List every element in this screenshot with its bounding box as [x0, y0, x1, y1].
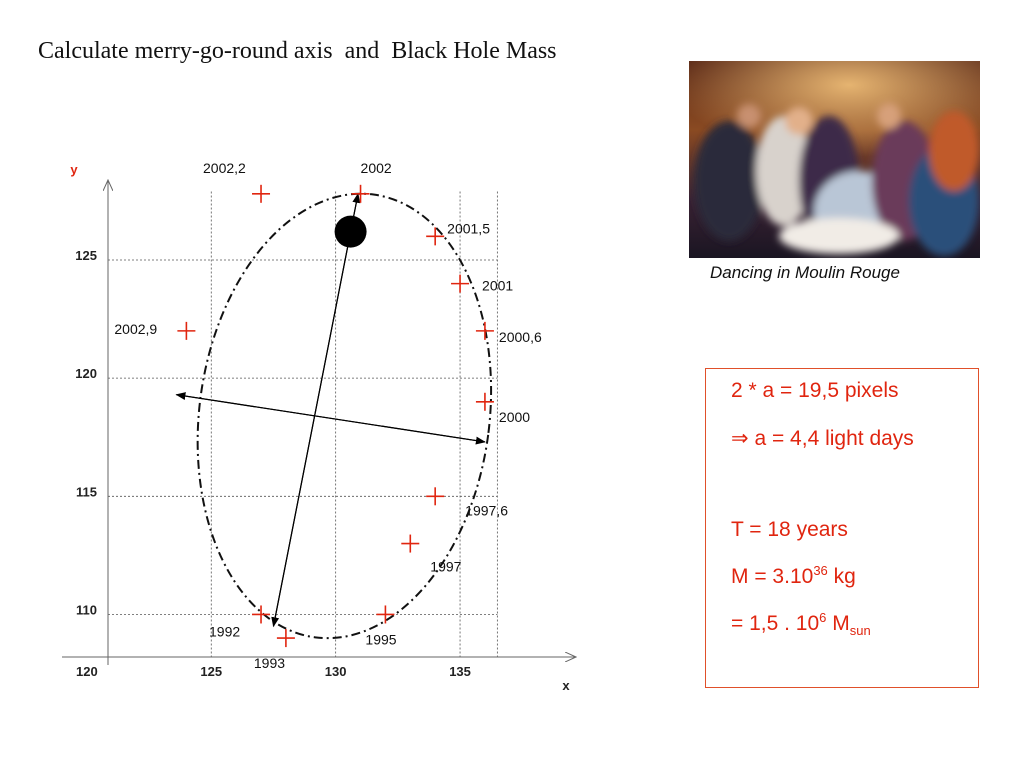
orbit-ellipse-group	[196, 192, 493, 640]
point-label: 1995	[365, 631, 396, 647]
data-point	[177, 321, 196, 340]
major-axis-arrow-down	[271, 193, 359, 628]
data-point	[451, 274, 470, 293]
point-label: 1992	[209, 623, 240, 639]
point-label: 2002,2	[203, 160, 246, 176]
moulin-rouge-photo	[689, 61, 980, 258]
tick-labels: 120 125 130 135 110 115 120 125 x y	[70, 162, 570, 693]
y-tick-label: 125	[75, 248, 97, 263]
point-label: 2001	[482, 278, 513, 294]
minor-axis-arrow-right	[176, 394, 486, 445]
point-label: 2000	[499, 409, 530, 425]
data-point	[252, 605, 271, 624]
x-tick-label: 125	[200, 664, 222, 679]
data-point	[376, 605, 395, 624]
x-tick-label: 120	[76, 664, 98, 679]
point-label: 1997,6	[465, 502, 508, 518]
result-line-semi-major-light-days: ⇒ a = 4,4 light days	[731, 427, 914, 450]
data-point	[426, 227, 445, 246]
y-tick-label: 115	[76, 484, 97, 499]
result-line-mass-kg: M = 3.1036 kg	[731, 563, 856, 588]
plot-axes	[62, 180, 576, 665]
grid-lines	[108, 191, 498, 657]
data-point	[252, 184, 271, 203]
data-point	[351, 184, 370, 203]
point-labels: 2002,2 2002 2001,5 2001 2000,6 2002,9 2000 1997…	[114, 160, 542, 671]
data-point	[276, 629, 295, 648]
data-point	[426, 487, 445, 506]
y-axis-label: y	[70, 162, 78, 177]
result-line-mass-solar: = 1,5 . 106 Msun	[731, 610, 871, 639]
x-tick-label: 135	[449, 664, 471, 679]
point-label: 2001,5	[447, 220, 490, 236]
black-hole-marker	[334, 215, 367, 248]
data-point	[475, 392, 494, 411]
data-points	[177, 184, 494, 648]
photo-caption: Dancing in Moulin Rouge	[710, 263, 900, 282]
data-point	[475, 321, 494, 340]
point-label: 1993	[254, 655, 285, 671]
axis-arrows	[175, 192, 486, 628]
x-tick-label: 130	[325, 664, 347, 679]
results-box: 2 * a = 19,5 pixels ⇒ a = 4,4 light days…	[705, 368, 979, 688]
slide-title: Calculate merry-go-round axis and Black …	[38, 38, 557, 64]
orbit-ellipse	[196, 192, 493, 640]
point-label: 2002,9	[114, 321, 157, 337]
y-tick-label: 110	[76, 602, 97, 617]
point-label: 1997	[430, 559, 461, 575]
data-point	[401, 534, 420, 553]
x-axis-label: x	[562, 678, 570, 693]
result-line-semi-major-pixels: 2 * a = 19,5 pixels	[731, 379, 899, 402]
result-line-period: T = 18 years	[731, 518, 848, 541]
implies-icon: ⇒	[731, 427, 749, 450]
y-tick-label: 120	[75, 366, 97, 381]
point-label: 2000,6	[499, 329, 542, 345]
point-label: 2002	[361, 160, 392, 176]
